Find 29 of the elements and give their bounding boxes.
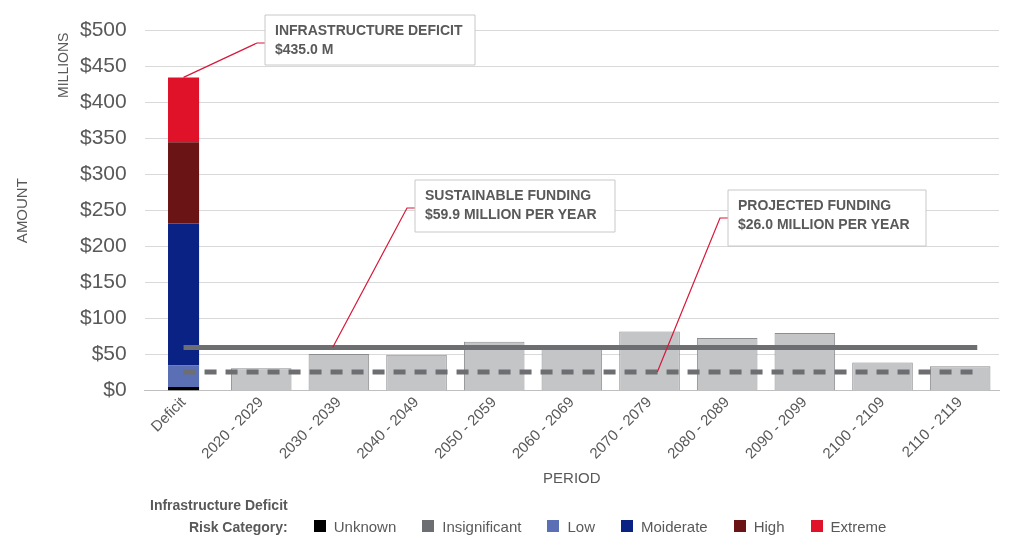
y-tick-label: $350: [80, 125, 127, 149]
x-axis-title: PERIOD: [543, 469, 601, 487]
y-tick-label: $400: [80, 89, 127, 113]
y-tick-label: $450: [80, 53, 127, 77]
bar: [168, 77, 200, 143]
annotation: INFRASTRUCTURE DEFICIT $435.0 M: [275, 21, 463, 57]
legend-label: Low: [567, 517, 595, 535]
y-tick-label: $500: [80, 17, 127, 41]
legend-label: Moiderate: [641, 517, 708, 535]
y-tick-label: $200: [80, 233, 127, 257]
ref-line-label: PROJECTED FUNDING $26.0 MILLION PER YEAR: [738, 196, 910, 232]
y-tick-label: $150: [80, 269, 127, 293]
legend-label: High: [753, 517, 785, 535]
y-axis-title: AMOUNT: [13, 178, 31, 244]
legend-label: Insignificant: [442, 517, 522, 535]
legend-label: Extreme: [830, 517, 887, 535]
bar: [168, 365, 200, 388]
bar: [168, 142, 200, 224]
legend-title: Infrastructure Deficit Risk Category:: [150, 496, 288, 537]
bar: [168, 387, 200, 391]
y-tick-label: $0: [103, 377, 127, 401]
y-tick-label: $250: [80, 197, 127, 221]
y-tick-label: $100: [80, 305, 127, 329]
ref-line-label: SUSTAINABLE FUNDING $59.9 MILLION PER YEAR: [425, 186, 597, 222]
bar: [168, 223, 200, 366]
legend-label: Unknown: [333, 517, 397, 535]
y-tick-label: $300: [80, 161, 127, 185]
text: MILLIONS: [54, 32, 71, 98]
y-tick-label: $50: [91, 341, 127, 365]
